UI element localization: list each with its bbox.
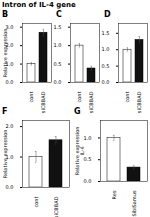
svg-text:Relative expressionIL-4: Relative expressionIL-4 bbox=[74, 127, 85, 176]
svg-text:1.0: 1.0 bbox=[5, 153, 14, 160]
svg-text:SibiSamus: SibiSamus bbox=[131, 190, 137, 216]
svg-text:1.5: 1.5 bbox=[54, 24, 62, 30]
svg-text:Relative expression: Relative expression bbox=[2, 29, 9, 78]
html-text:G: G bbox=[74, 107, 81, 116]
html-text:C: C bbox=[56, 10, 62, 19]
svg-text:0.0: 0.0 bbox=[6, 184, 14, 190]
svg-text:siCBBAD: siCBBAD bbox=[40, 91, 46, 113]
svg-text:0.5: 0.5 bbox=[54, 61, 62, 67]
html-text:B: B bbox=[2, 10, 9, 19]
svg-text:3.0: 3.0 bbox=[5, 23, 14, 30]
svg-text:cont: cont bbox=[124, 91, 130, 102]
svg-text:2.0: 2.0 bbox=[6, 123, 14, 129]
html-text:F: F bbox=[2, 107, 8, 116]
svg-text:cont: cont bbox=[33, 196, 39, 207]
svg-text:cont: cont bbox=[28, 91, 34, 102]
svg-text:Relative expression: Relative expression bbox=[2, 130, 9, 179]
svg-text:Res: Res bbox=[111, 190, 117, 199]
svg-text:0.0: 0.0 bbox=[102, 79, 110, 85]
svg-text:siCBBAD: siCBBAD bbox=[53, 196, 59, 217]
svg-text:siCBBAD: siCBBAD bbox=[136, 91, 142, 113]
svg-text:1.5: 1.5 bbox=[102, 30, 110, 36]
html-text:D: D bbox=[104, 10, 111, 19]
svg-text:0.5: 0.5 bbox=[102, 63, 110, 69]
svg-text:0.0: 0.0 bbox=[54, 79, 62, 85]
svg-text:1.0: 1.0 bbox=[102, 46, 110, 52]
svg-text:siCBBAD: siCBBAD bbox=[88, 91, 94, 113]
html-text:Intron of IL-4 gene: Intron of IL-4 gene bbox=[2, 1, 76, 9]
svg-text:1.0: 1.0 bbox=[5, 60, 14, 67]
svg-text:cont: cont bbox=[76, 91, 82, 102]
svg-text:0.0: 0.0 bbox=[84, 178, 92, 184]
svg-text:0.0: 0.0 bbox=[6, 79, 14, 85]
svg-text:2.0: 2.0 bbox=[5, 42, 14, 49]
svg-text:0.5: 0.5 bbox=[84, 156, 92, 162]
svg-text:1.0: 1.0 bbox=[54, 42, 62, 48]
svg-text:1.0: 1.0 bbox=[84, 135, 92, 141]
